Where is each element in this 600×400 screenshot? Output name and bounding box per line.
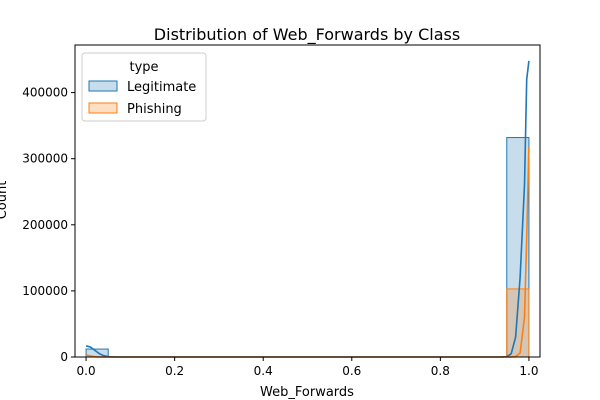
y-tick-label: 400000	[22, 86, 68, 100]
x-tick-label: 0.0	[77, 364, 96, 378]
x-tick-label: 0.2	[165, 364, 184, 378]
y-tick-label: 200000	[22, 218, 68, 232]
legend-frame	[81, 52, 207, 122]
y-axis-label: Count	[0, 181, 10, 220]
legend: type Legitimate Phishing	[81, 52, 207, 122]
x-tick-label: 0.6	[342, 364, 361, 378]
axes: 0.0 0.2 0.4 0.6 0.8 1.0 0 100000 200000 300000 400…	[22, 44, 541, 378]
x-tick-label: 1.0	[519, 364, 538, 378]
legend-label-legitimate: Legitimate	[127, 80, 196, 95]
y-tick-label: 300000	[22, 152, 68, 166]
plot-frame	[74, 44, 541, 358]
x-tick-label: 0.4	[254, 364, 273, 378]
x-axis-label: Web_Forwards	[260, 385, 354, 400]
x-tick-label: 0.8	[431, 364, 450, 378]
y-tick-label: 0	[60, 350, 68, 364]
legend-label-phishing: Phishing	[127, 102, 182, 117]
histogram-bars	[85, 137, 530, 358]
chart-title: Distribution of Web_Forwards by Class	[154, 25, 460, 45]
legend-swatch-legitimate	[88, 80, 118, 92]
y-tick-label: 100000	[22, 284, 68, 298]
kde-line-phishing	[85, 146, 530, 358]
legend-title: type	[129, 60, 158, 75]
legend-swatch-phishing	[88, 102, 118, 114]
